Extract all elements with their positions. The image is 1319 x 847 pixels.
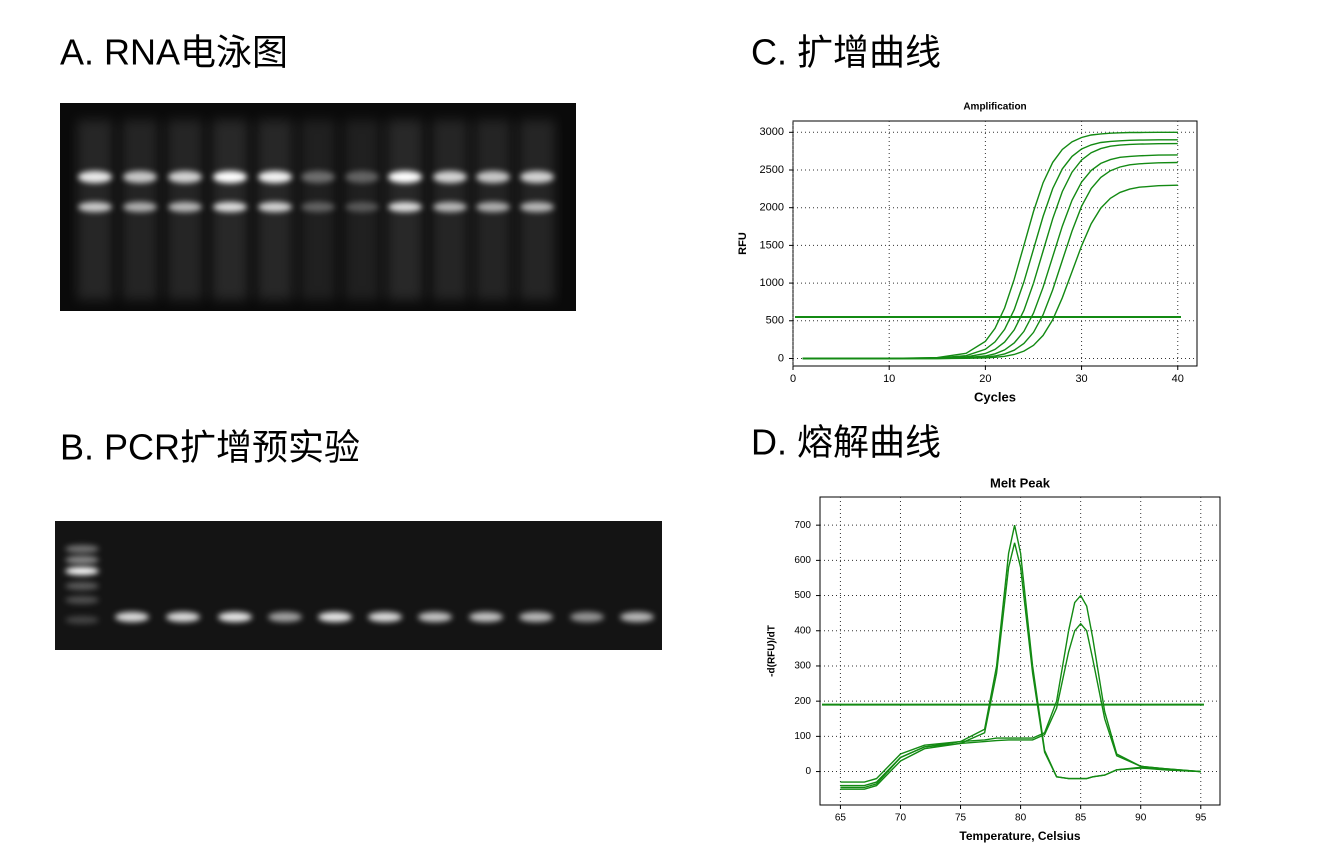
- ladder-band: [65, 545, 99, 553]
- y-tick-label: 1500: [760, 239, 784, 251]
- x-tick-label: 70: [895, 813, 907, 824]
- gel-band: [469, 612, 503, 622]
- x-tick-label: 40: [1172, 373, 1184, 385]
- gel-band: [123, 202, 157, 212]
- y-tick-label: 100: [794, 731, 811, 742]
- gel-band: [78, 171, 112, 183]
- gel-band: [570, 612, 604, 622]
- data-line: [802, 139, 1178, 360]
- gel-band: [418, 612, 452, 622]
- x-tick-label: 75: [955, 813, 967, 824]
- x-axis-label: Cycles: [974, 389, 1016, 404]
- data-line: [802, 131, 1178, 360]
- ladder-band: [65, 596, 99, 604]
- data-line: [840, 622, 1201, 789]
- y-tick-label: 200: [794, 696, 811, 707]
- gel-band: [115, 612, 149, 622]
- plot-area: [792, 120, 1198, 367]
- ladder-band: [65, 556, 99, 564]
- gel-band: [78, 202, 112, 212]
- gel-band: [168, 171, 202, 183]
- gel-band: [345, 202, 379, 212]
- x-tick-label: 20: [979, 373, 991, 385]
- panel-label: A. RNA电泳图: [60, 32, 288, 73]
- plot-area: [819, 496, 1221, 806]
- ladder-band: [65, 567, 99, 575]
- gel-band: [388, 202, 422, 212]
- y-axis-label: -d(RFU)/dT: [767, 625, 778, 677]
- gel-band: [213, 202, 247, 212]
- gel-band: [345, 171, 379, 183]
- gel-band: [213, 171, 247, 183]
- chart-title: Melt Peak: [990, 475, 1051, 490]
- x-tick-label: 10: [883, 373, 895, 385]
- x-tick-label: 0: [790, 373, 796, 385]
- y-axis-label: RFU: [737, 232, 749, 255]
- x-tick-label: 30: [1075, 373, 1087, 385]
- gel-band: [476, 202, 510, 212]
- gel-band: [301, 202, 335, 212]
- gel-band: [168, 202, 202, 212]
- x-tick-label: 80: [1015, 813, 1027, 824]
- gel-image: [60, 103, 576, 311]
- x-tick-label: 95: [1195, 813, 1207, 824]
- y-tick-label: 2000: [760, 202, 784, 214]
- gel-band: [368, 612, 402, 622]
- gel-band: [123, 171, 157, 183]
- y-tick-label: 300: [794, 661, 811, 672]
- y-tick-label: 500: [766, 315, 784, 327]
- gel-band: [519, 612, 553, 622]
- ladder-band: [65, 616, 99, 624]
- gel-band: [258, 171, 292, 183]
- gel-band: [318, 612, 352, 622]
- gel-band: [620, 612, 654, 622]
- x-tick-label: 65: [835, 813, 847, 824]
- panel-label: D. 熔解曲线: [751, 422, 941, 463]
- panel-label: B. PCR扩增预实验: [60, 427, 360, 468]
- gel-band: [433, 171, 467, 183]
- gel-band: [520, 171, 554, 183]
- y-tick-label: 3000: [760, 126, 784, 138]
- data-line: [802, 184, 1178, 360]
- y-tick-label: 2500: [760, 164, 784, 176]
- gel-band: [166, 612, 200, 622]
- gel-band: [268, 612, 302, 622]
- y-tick-label: 400: [794, 625, 811, 636]
- panel-label: C. 扩增曲线: [751, 32, 941, 73]
- x-axis-label: Temperature, Celsius: [959, 829, 1080, 843]
- y-tick-label: 700: [794, 520, 811, 531]
- gel-band: [258, 202, 292, 212]
- gel-band: [388, 171, 422, 183]
- data-line: [840, 542, 1201, 790]
- ladder-band: [65, 582, 99, 590]
- gel-band: [520, 202, 554, 212]
- chart-title: Amplification: [963, 102, 1026, 113]
- data-line: [840, 594, 1201, 783]
- gel-band: [476, 171, 510, 183]
- gel-image: [55, 521, 662, 650]
- y-tick-label: 0: [778, 352, 784, 364]
- gel-background: [55, 521, 662, 650]
- y-tick-label: 600: [794, 555, 811, 566]
- gel-band: [218, 612, 252, 622]
- x-tick-label: 85: [1075, 813, 1087, 824]
- gel-band: [301, 171, 335, 183]
- y-tick-label: 1000: [760, 277, 784, 289]
- gel-band: [433, 202, 467, 212]
- y-tick-label: 500: [794, 590, 811, 601]
- y-tick-label: 0: [805, 766, 811, 777]
- x-tick-label: 90: [1135, 813, 1147, 824]
